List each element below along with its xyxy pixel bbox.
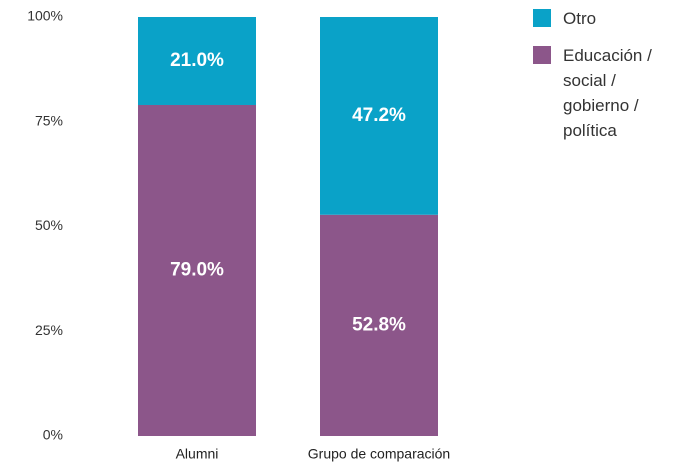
bar-segment [138, 104, 256, 437]
y-tick-label: 0% [43, 427, 63, 443]
legend-swatch [533, 9, 551, 27]
y-tick-label: 75% [35, 112, 63, 128]
legend-label: Educación / social / gobierno / política [563, 46, 652, 140]
bar-segment [138, 17, 256, 105]
x-tick-label: Grupo de comparación [308, 446, 450, 462]
legend-swatch [533, 46, 551, 64]
bar-segment [320, 214, 438, 436]
legend: Otro Educación / social / gobierno / polí… [533, 6, 678, 155]
data-label: 47.2% [352, 105, 406, 126]
x-tick-label: Alumni [176, 446, 219, 462]
legend-label: Otro [563, 9, 597, 28]
data-label: 21.0% [170, 50, 224, 71]
y-tick-label: 25% [35, 322, 63, 338]
legend-item: Otro [533, 6, 678, 31]
bar-segment [320, 17, 438, 215]
data-label: 79.0% [170, 260, 224, 281]
y-tick-label: 50% [35, 217, 63, 233]
data-label: 52.8% [352, 314, 406, 335]
y-tick-label: 100% [27, 8, 63, 24]
legend-item: Educación / social / gobierno / política [533, 43, 678, 143]
